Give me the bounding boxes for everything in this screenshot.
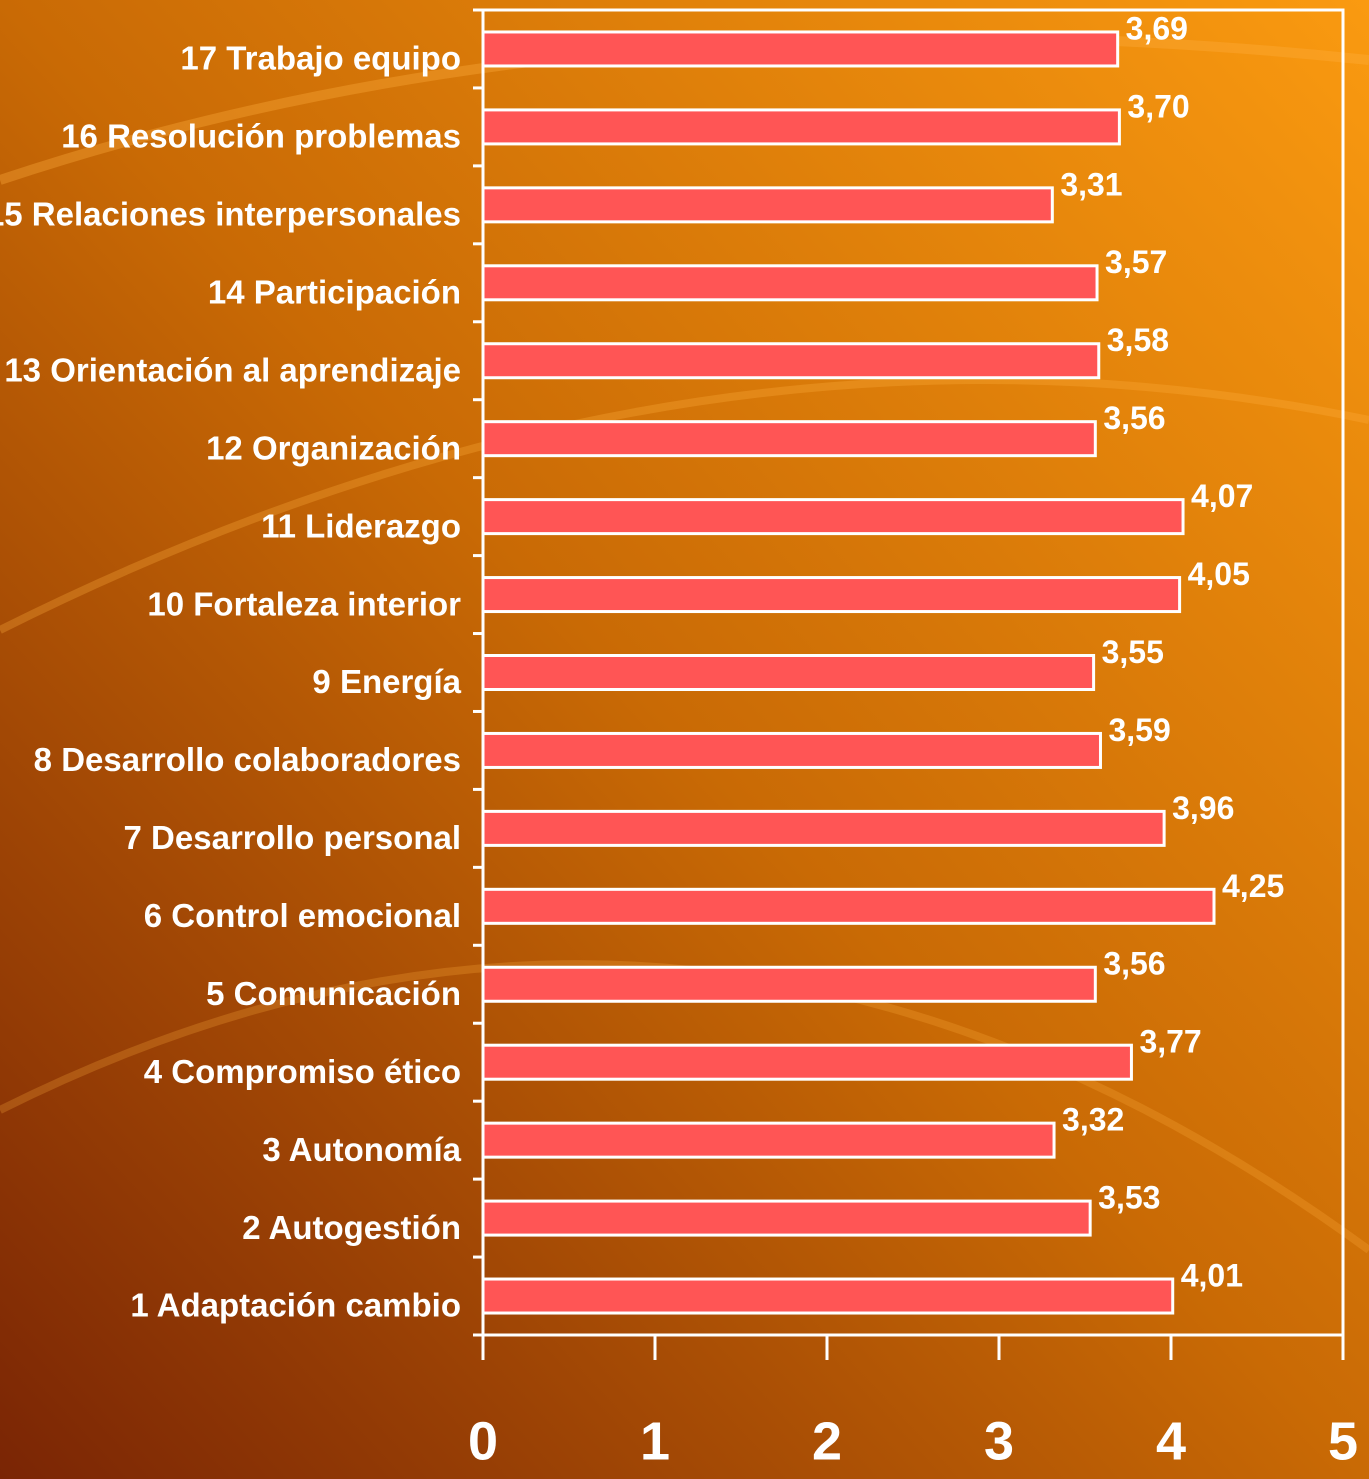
value-label: 3,53 — [1098, 1180, 1160, 1216]
category-label: 11 Liderazgo — [261, 507, 461, 544]
value-label: 3,96 — [1172, 790, 1234, 826]
value-label: 3,55 — [1102, 634, 1164, 670]
value-label: 3,32 — [1062, 1102, 1124, 1138]
bar — [483, 266, 1097, 300]
bar — [483, 344, 1099, 378]
bar — [483, 422, 1095, 456]
bar — [483, 500, 1183, 534]
value-label: 3,69 — [1126, 10, 1188, 46]
value-label: 4,01 — [1181, 1257, 1243, 1293]
bar — [483, 656, 1094, 690]
value-label: 4,25 — [1222, 868, 1284, 904]
category-label: 16 Resolución problemas — [61, 118, 461, 155]
value-label: 3,77 — [1139, 1024, 1201, 1060]
category-label: 8 Desarrollo colaboradores — [34, 741, 461, 778]
category-label: 17 Trabajo equipo — [180, 40, 461, 77]
value-label: 3,56 — [1103, 400, 1165, 436]
value-label: 3,31 — [1060, 166, 1122, 202]
bar — [483, 578, 1180, 612]
chart: 0 1 2 3 4 5 17 Trabajo equipo 3,69 16 Resolución… — [0, 0, 1369, 1479]
bar — [483, 32, 1118, 66]
bar — [483, 733, 1100, 767]
x-tick-label: 3 — [984, 1411, 1014, 1471]
value-label: 3,70 — [1127, 88, 1189, 124]
category-label: 2 Autogestión — [242, 1209, 461, 1246]
bar — [483, 1123, 1054, 1157]
value-label: 4,07 — [1191, 478, 1253, 514]
category-label: 13 Orientación al aprendizaje — [4, 351, 461, 388]
category-label: 9 Energía — [312, 663, 461, 700]
x-tick-label: 0 — [468, 1411, 498, 1471]
category-label: 12 Organización — [206, 429, 461, 466]
bar — [483, 967, 1095, 1001]
category-label: 4 Compromiso ético — [144, 1053, 461, 1090]
value-label: 3,58 — [1107, 322, 1169, 358]
category-label: 3 Autonomía — [262, 1131, 461, 1168]
x-tick-label: 5 — [1328, 1411, 1358, 1471]
bar — [483, 1279, 1173, 1313]
value-label: 3,59 — [1108, 712, 1170, 748]
value-label: 3,56 — [1103, 946, 1165, 982]
value-label: 3,57 — [1105, 244, 1167, 280]
category-label: 14 Participación — [208, 274, 461, 311]
value-label: 4,05 — [1188, 556, 1250, 592]
x-tick-label: 1 — [640, 1411, 670, 1471]
bar — [483, 1045, 1131, 1079]
category-label: 10 Fortaleza interior — [147, 585, 461, 622]
category-label: 1 Adaptación cambio — [130, 1287, 461, 1324]
bar — [483, 889, 1214, 923]
category-label: 6 Control emocional — [144, 897, 461, 934]
category-label: 5 Comunicación — [206, 975, 461, 1012]
page: {"chart_data": {"type": "bar", "orientat… — [0, 0, 1369, 1479]
bar — [483, 188, 1052, 222]
category-label: 7 Desarrollo personal — [124, 819, 461, 856]
category-label: 15 Relaciones interpersonales — [0, 196, 461, 233]
x-tick-label: 4 — [1156, 1411, 1186, 1471]
x-tick-label: 2 — [812, 1411, 842, 1471]
bar — [483, 811, 1164, 845]
bar — [483, 110, 1119, 144]
bar — [483, 1201, 1090, 1235]
